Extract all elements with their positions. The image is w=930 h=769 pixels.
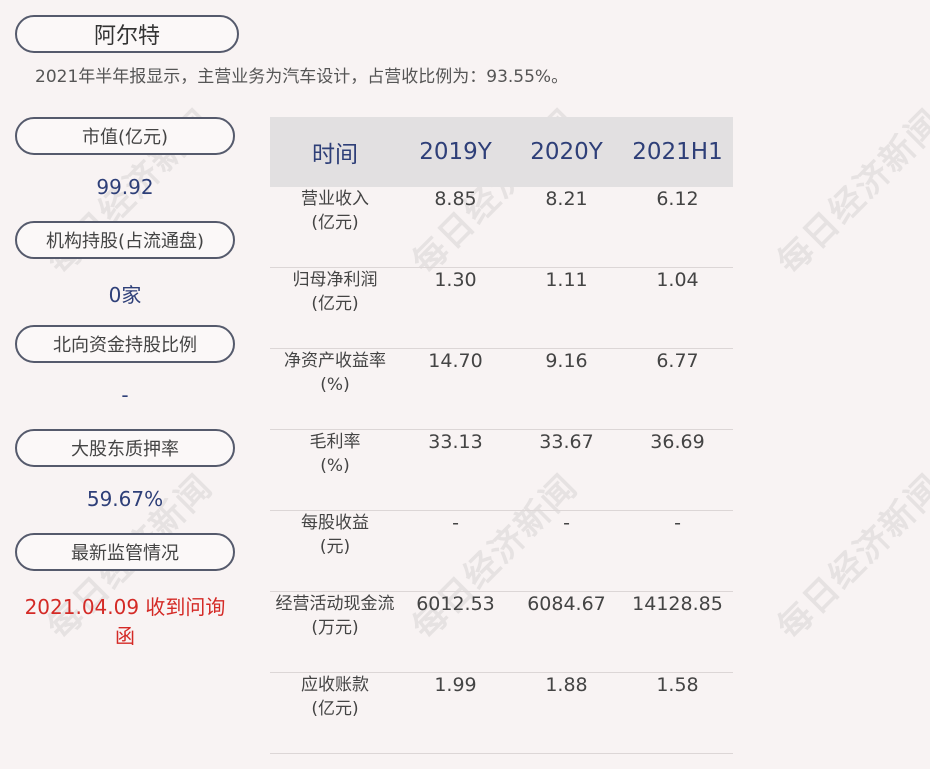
row-label: 经营活动现金流 (万元): [270, 591, 400, 673]
metric-label-regulatory: 最新监管情况: [15, 533, 235, 571]
table-cell: 6.77: [622, 348, 733, 430]
table-row: 归母净利润 (亿元) 1.30 1.11 1.04: [270, 267, 733, 349]
header-2019y: 2019Y: [400, 117, 511, 187]
table-cell: 1.58: [622, 672, 733, 754]
table-row: 每股收益 (元) - - -: [270, 510, 733, 592]
metric-value-market-cap: 99.92: [96, 175, 154, 199]
table-row: 毛利率 (%) 33.13 33.67 36.69: [270, 429, 733, 511]
metric-value-northbound-ratio: -: [121, 383, 129, 407]
metric-label-institutional-holdings: 机构持股(占流通盘): [15, 221, 235, 259]
row-label: 归母净利润 (亿元): [270, 267, 400, 349]
table-row: 营业收入 (亿元) 8.85 8.21 6.12: [270, 187, 733, 268]
header-time: 时间: [270, 117, 400, 187]
table-cell: 6084.67: [511, 591, 622, 673]
row-label: 应收账款 (亿元): [270, 672, 400, 754]
row-label: 毛利率 (%): [270, 429, 400, 511]
metric-label-northbound-ratio: 北向资金持股比例: [15, 325, 235, 363]
table-cell: 8.21: [511, 187, 622, 268]
table-cell: -: [622, 510, 733, 592]
table-cell: 36.69: [622, 429, 733, 511]
header-2021h1: 2021H1: [622, 117, 733, 187]
metric-label-pledge-ratio: 大股东质押率: [15, 429, 235, 467]
table-cell: 1.99: [400, 672, 511, 754]
row-label: 每股收益 (元): [270, 510, 400, 592]
row-label: 营业收入 (亿元): [270, 187, 400, 268]
metric-label-market-cap: 市值(亿元): [15, 117, 235, 155]
table-row: 应收账款 (亿元) 1.99 1.88 1.58: [270, 672, 733, 754]
table-cell: 6012.53: [400, 591, 511, 673]
metric-value-institutional-holdings: 0家: [108, 283, 142, 307]
table-cell: -: [511, 510, 622, 592]
business-summary: 2021年半年报显示，主营业务为汽车设计，占营收比例为：93.55%。: [35, 67, 569, 87]
table-cell: 14.70: [400, 348, 511, 430]
table-cell: 1.04: [622, 267, 733, 349]
table-cell: 8.85: [400, 187, 511, 268]
table-cell: 33.67: [511, 429, 622, 511]
metric-value-regulatory: 2021.04.09 收到问询函: [24, 595, 226, 648]
metric-value-pledge-ratio: 59.67%: [86, 487, 164, 511]
company-title: 阿尔特: [15, 15, 239, 53]
table-cell: 9.16: [511, 348, 622, 430]
table-cell: 1.88: [511, 672, 622, 754]
row-label: 净资产收益率 (%): [270, 348, 400, 430]
table-cell: 1.30: [400, 267, 511, 349]
watermark-text: 每日经济新闻: [769, 466, 930, 648]
header-2020y: 2020Y: [511, 117, 622, 187]
table-cell: 1.11: [511, 267, 622, 349]
table-cell: 6.12: [622, 187, 733, 268]
table-cell: 33.13: [400, 429, 511, 511]
table-header-row: 时间 2019Y 2020Y 2021H1: [270, 117, 733, 187]
table-row: 净资产收益率 (%) 14.70 9.16 6.77: [270, 348, 733, 430]
financial-table: 时间 2019Y 2020Y 2021H1 营业收入 (亿元) 8.85 8.21…: [270, 117, 733, 754]
table-row: 经营活动现金流 (万元) 6012.53 6084.67 14128.85: [270, 591, 733, 673]
table-cell: 14128.85: [622, 591, 733, 673]
watermark-text: 每日经济新闻: [769, 101, 930, 283]
table-cell: -: [400, 510, 511, 592]
